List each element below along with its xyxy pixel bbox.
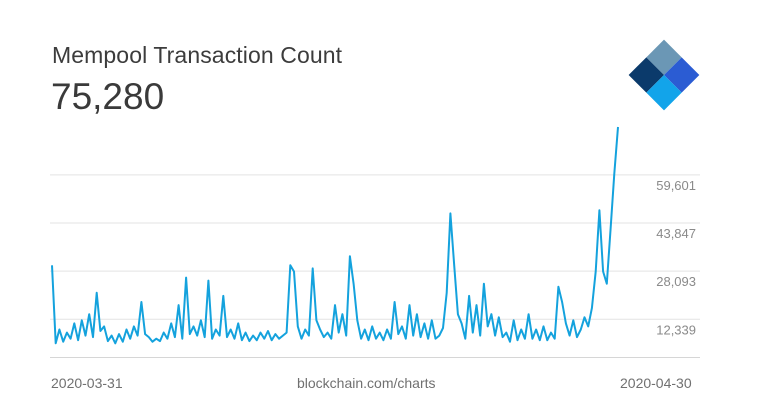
- current-value: 75,280: [51, 76, 165, 117]
- y-tick-label: 12,339: [656, 322, 696, 337]
- y-tick-label: 59,601: [656, 178, 696, 193]
- series-line: [51, 126, 619, 345]
- x-axis-start-date: 2020-03-31: [51, 375, 123, 391]
- y-tick-label: 43,847: [656, 226, 696, 241]
- logo-tile-bottom: [646, 75, 682, 111]
- logo-tile-top: [646, 39, 682, 75]
- y-tick-label: 28,093: [656, 274, 696, 289]
- source-label: blockchain.com/charts: [297, 375, 436, 391]
- x-axis-end-date: 2020-04-30: [620, 375, 692, 391]
- chart-title: Mempool Transaction Count: [52, 42, 343, 68]
- blockchain-logo-icon: [628, 39, 700, 111]
